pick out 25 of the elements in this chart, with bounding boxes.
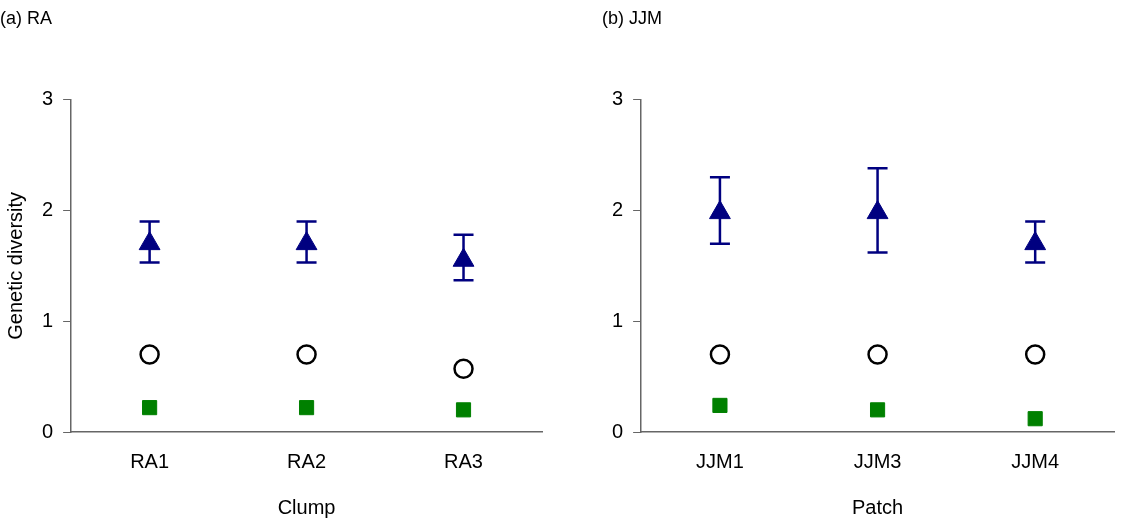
y-tick-label: 3 [42,87,54,110]
y-tick-label: 3 [612,87,624,110]
point [709,344,731,365]
x-tick-label: RA1 [130,449,170,472]
y-tick-label: 2 [612,197,624,220]
y-tick-label: 0 [42,419,54,442]
point [712,397,728,413]
x-tick-label: JJM1 [696,449,744,472]
point [867,344,888,365]
x-tick-label: RA3 [444,449,483,472]
y-tick-label: 2 [42,197,54,220]
y-tick-label: 1 [612,308,624,331]
point [1024,344,1046,365]
x-tick-label: JJM3 [853,449,902,472]
x-tick-label: JJM4 [1011,449,1060,472]
chart-title: (a) RA [0,7,53,28]
point [869,402,886,418]
point [1027,411,1043,427]
x-tick-label: RA2 [287,449,327,472]
x-axis-title: Clump [277,495,336,518]
y-tick-label: 1 [42,308,54,331]
chart-title: (b) JJM [602,7,662,28]
y-tick-label: 0 [612,419,624,442]
x-axis-title: Patch [851,495,904,518]
y-axis-title: Genetic diversity [3,191,26,340]
